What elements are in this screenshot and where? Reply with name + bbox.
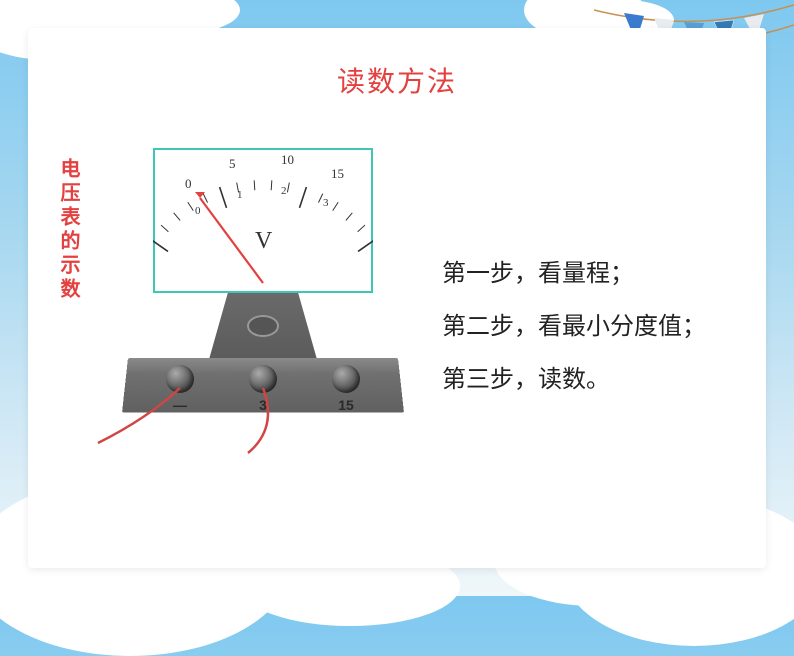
steps-list: 第一步，看量程； 第二步，看最小分度值； 第三步，读数。 bbox=[442, 248, 706, 406]
step-3: 第三步，读数。 bbox=[442, 354, 706, 407]
scale-lower-3: 3 bbox=[323, 197, 329, 209]
voltmeter-diagram: 0 5 10 15 0 1 2 3 V — 3 15 bbox=[128, 148, 398, 448]
meter-body: — 3 15 bbox=[128, 293, 398, 403]
meter-neck bbox=[208, 293, 318, 363]
scale-lower-2: 2 bbox=[281, 185, 287, 197]
side-label: 电压表的示数 bbox=[54, 158, 83, 302]
gauge-scale: 0 5 10 15 0 1 2 3 V bbox=[153, 148, 373, 293]
unit-label: V bbox=[255, 228, 273, 254]
scale-lower-1: 1 bbox=[237, 189, 243, 201]
scale-upper-0: 0 bbox=[185, 176, 192, 191]
wires bbox=[128, 378, 398, 458]
needle bbox=[195, 192, 263, 283]
scale-upper-10: 10 bbox=[281, 152, 294, 167]
scale-upper-5: 5 bbox=[229, 156, 236, 171]
slide-card: 读数方法 电压表的示数 0 5 10 15 0 1 2 3 V bbox=[28, 28, 766, 568]
scale-upper-15: 15 bbox=[331, 166, 344, 181]
step-1: 第一步，看量程； bbox=[442, 248, 706, 301]
scale-lower-0: 0 bbox=[195, 205, 201, 217]
step-2: 第二步，看最小分度值； bbox=[442, 301, 706, 354]
slide-title: 读数方法 bbox=[28, 60, 766, 100]
